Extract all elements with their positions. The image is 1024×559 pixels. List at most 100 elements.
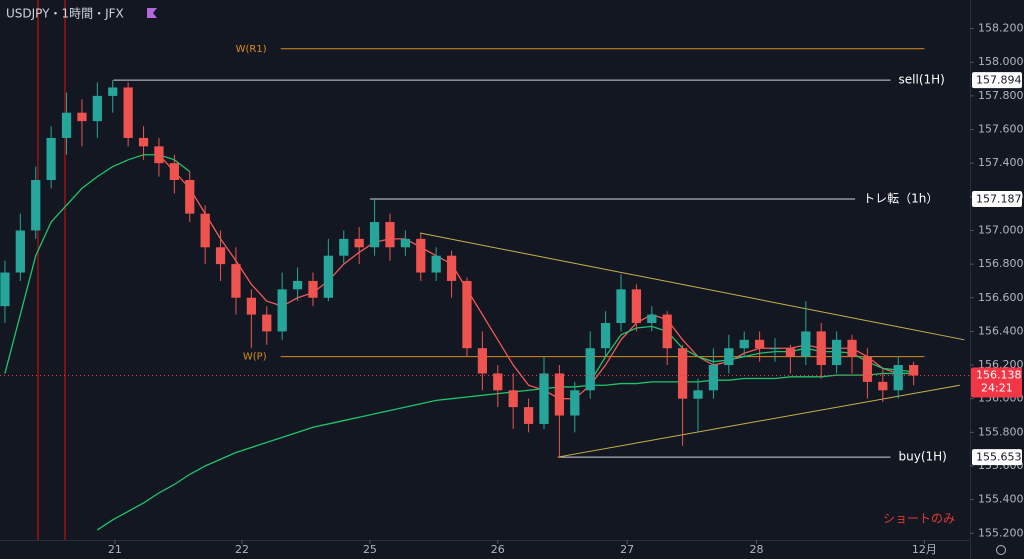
candle-body — [15, 230, 25, 273]
level-label: buy(1H) — [899, 450, 947, 464]
price-tag — [971, 367, 1022, 398]
candle-body — [662, 314, 672, 349]
candle-body — [616, 289, 626, 323]
price-tag-label: 156.138 — [976, 368, 1022, 381]
candle-body — [308, 280, 318, 298]
candle-body — [600, 322, 611, 349]
candle-body — [385, 222, 395, 248]
candle-body — [200, 213, 210, 248]
y-tick-label: 158.200 — [978, 22, 1024, 35]
candle-body — [508, 390, 518, 408]
y-tick-label: 158.000 — [978, 55, 1024, 68]
x-tick-label: 25 — [363, 543, 377, 556]
level-tag-label: 157.894 — [976, 74, 1022, 87]
y-tick-label: 156.800 — [978, 257, 1024, 270]
candle-body — [400, 238, 410, 248]
candle-body — [539, 373, 549, 424]
candle-body — [724, 348, 734, 366]
x-tick-label: 28 — [750, 543, 764, 556]
candle-body — [801, 331, 811, 357]
x-tick-label: 27 — [620, 543, 634, 556]
candle-body — [46, 137, 56, 180]
candle-body — [847, 339, 857, 357]
level-label: トレ転（1h） — [863, 192, 938, 206]
candle-body — [585, 348, 595, 391]
candle-body — [770, 348, 780, 350]
y-tick-label: 155.800 — [978, 425, 1024, 438]
level-label: W(R1) — [236, 44, 267, 55]
moving-average — [96, 372, 914, 531]
level-tag — [972, 449, 1022, 466]
price-countdown: 24:21 — [981, 381, 1013, 394]
candle-body — [909, 365, 919, 376]
annotation: ショートのみ — [883, 512, 955, 526]
candle-body — [647, 314, 657, 323]
candle-body — [292, 280, 303, 290]
candle-body — [631, 289, 642, 323]
candle-body — [416, 238, 426, 273]
y-tick-label: 157.000 — [978, 223, 1024, 236]
candle-body — [61, 112, 72, 138]
candle-body — [262, 314, 272, 332]
candle-body — [369, 222, 380, 248]
candle-body — [462, 280, 472, 349]
candle-body — [878, 381, 888, 391]
candle-body — [231, 264, 241, 298]
candle-body — [354, 238, 364, 248]
candle-body — [785, 348, 796, 357]
chart-title: USDJPY・1時間・JFX — [6, 7, 124, 21]
level-label: sell(1H) — [899, 73, 945, 87]
x-tick-label: 22 — [235, 543, 249, 556]
candle-body — [77, 112, 87, 122]
candle-body — [832, 339, 842, 366]
candle-body — [323, 255, 333, 298]
candle-body — [862, 356, 873, 382]
trendline — [557, 384, 960, 458]
x-tick-label: 26 — [491, 543, 505, 556]
candle-body — [0, 272, 10, 307]
level-tag-label: 157.187 — [976, 193, 1022, 206]
level-tag-label: 155.653 — [976, 451, 1022, 464]
candle-body — [246, 297, 256, 315]
candle-body — [123, 87, 133, 138]
candle-body — [138, 137, 149, 147]
candle-body — [108, 87, 118, 96]
candle-body — [339, 238, 349, 256]
y-tick-label: 155.400 — [978, 493, 1024, 506]
candle-body — [154, 146, 164, 164]
candle-body — [754, 339, 765, 349]
candle-body — [446, 255, 457, 281]
level-label: W(P) — [243, 352, 267, 363]
candle-body — [215, 247, 226, 265]
flag-icon[interactable] — [147, 8, 157, 18]
candle-body — [493, 373, 503, 391]
candle-body — [431, 255, 441, 273]
y-tick-label: 157.600 — [978, 123, 1024, 136]
settings-icon[interactable] — [996, 545, 1006, 555]
y-tick-label: 156.600 — [978, 291, 1024, 304]
trendline — [419, 232, 965, 341]
y-tick-label: 156.400 — [978, 324, 1024, 337]
y-tick-label: 155.200 — [978, 526, 1024, 539]
plot-area: W(R1) sell(1H) トレ転（1h） W(P) buy(1H) — [0, 44, 970, 531]
candle-body — [31, 180, 41, 231]
candle-body — [185, 180, 195, 214]
level-tag — [972, 72, 1022, 89]
candle-body — [693, 390, 703, 399]
y-tick-label: 157.400 — [978, 156, 1024, 169]
candle-body — [677, 348, 688, 399]
y-tick-label: 157.800 — [978, 89, 1024, 102]
candle-body — [570, 390, 580, 416]
candle-body — [477, 348, 488, 374]
candle-body — [277, 289, 287, 332]
x-tick-label: 12月 — [912, 543, 937, 556]
level-tag — [972, 191, 1022, 208]
candle-body — [169, 163, 179, 180]
x-tick-label: 21 — [108, 543, 122, 556]
candle-body — [92, 95, 102, 122]
candle-body — [739, 339, 749, 349]
candle-body — [816, 331, 826, 366]
